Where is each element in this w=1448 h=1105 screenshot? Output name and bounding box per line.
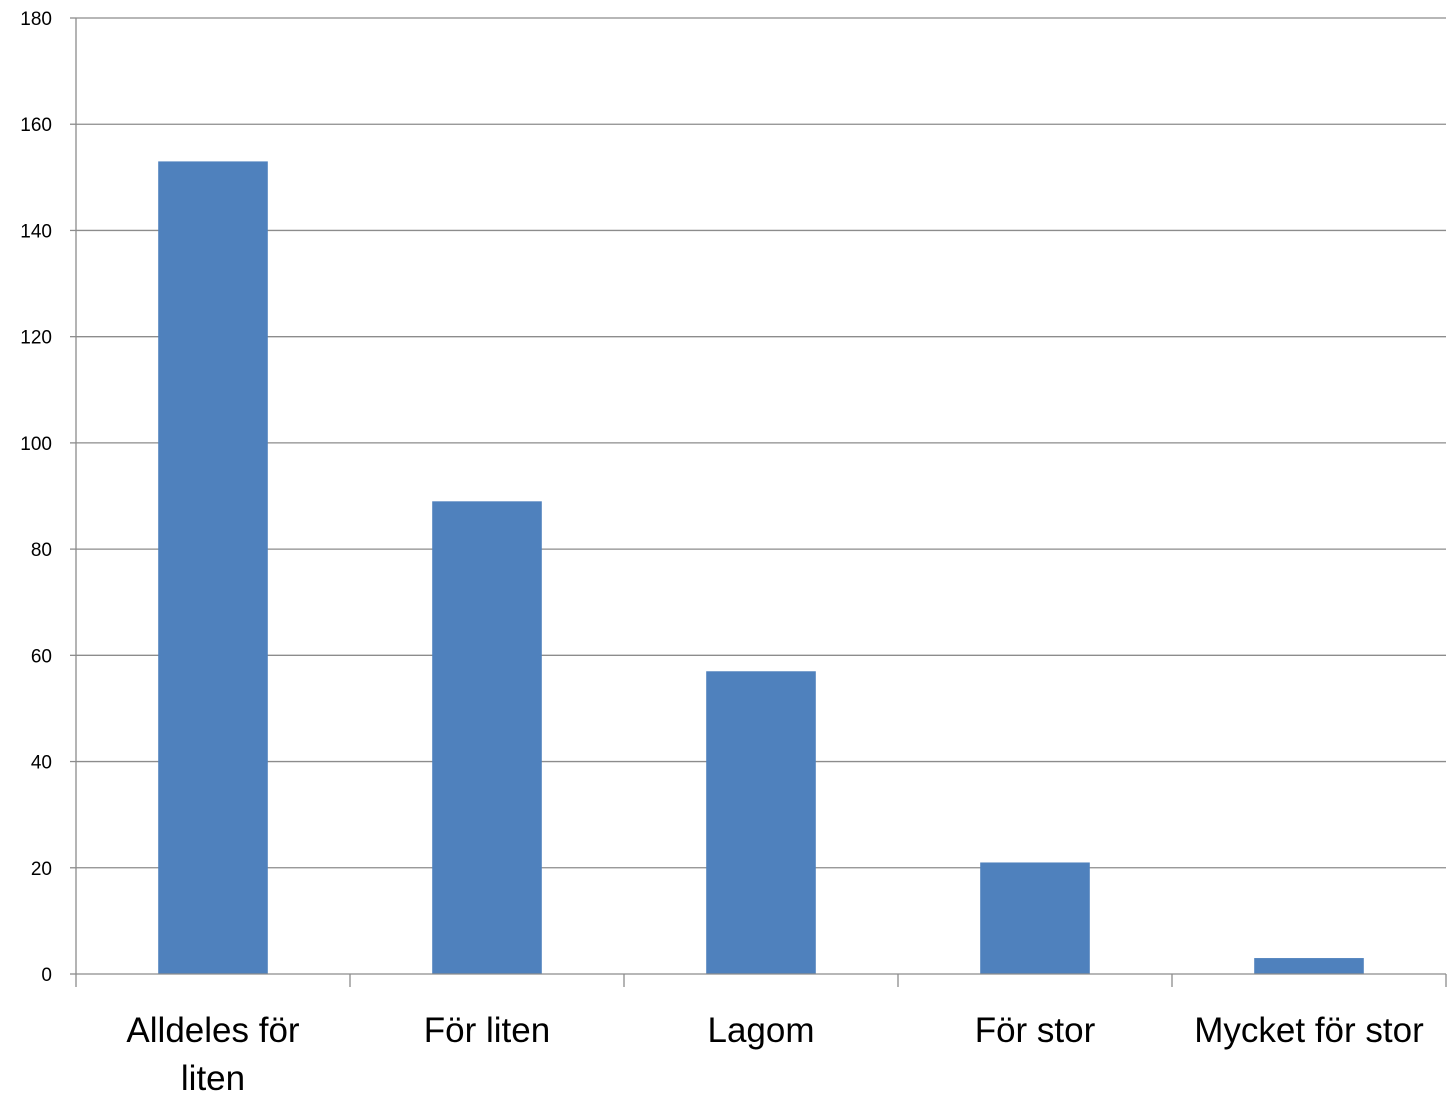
y-tick-label: 0 bbox=[41, 965, 52, 986]
bar-2 bbox=[432, 501, 542, 974]
y-tick-label: 140 bbox=[20, 221, 52, 242]
axis-layer bbox=[70, 17, 1447, 987]
label-layer: 0 20 40 60 80 100 120 140 160 180 Alldeles för lite… bbox=[20, 9, 1424, 1098]
x-tick-label: Mycket för stor bbox=[1194, 1011, 1424, 1050]
y-tick-label: 100 bbox=[20, 434, 52, 455]
x-tick-label: Lagom bbox=[707, 1011, 814, 1050]
y-tick-label: 20 bbox=[31, 859, 52, 880]
y-tick-label: 120 bbox=[20, 328, 52, 349]
bar-layer bbox=[158, 161, 1364, 974]
y-tick-label: 60 bbox=[31, 646, 52, 667]
x-tick-label: För stor bbox=[975, 1011, 1096, 1050]
x-tick-label: För liten bbox=[424, 1011, 550, 1050]
bar-5 bbox=[1254, 958, 1364, 974]
y-tick-label: 160 bbox=[20, 115, 52, 136]
y-tick-label: 40 bbox=[31, 753, 52, 774]
grid-layer bbox=[76, 17, 1446, 869]
y-tick-label: 180 bbox=[20, 9, 52, 30]
y-tick-label: 80 bbox=[31, 540, 52, 561]
bar-3 bbox=[706, 671, 816, 974]
bar-4 bbox=[980, 862, 1090, 974]
bar-1 bbox=[158, 161, 268, 974]
x-tick-label: Alldeles för liten bbox=[126, 1011, 299, 1098]
